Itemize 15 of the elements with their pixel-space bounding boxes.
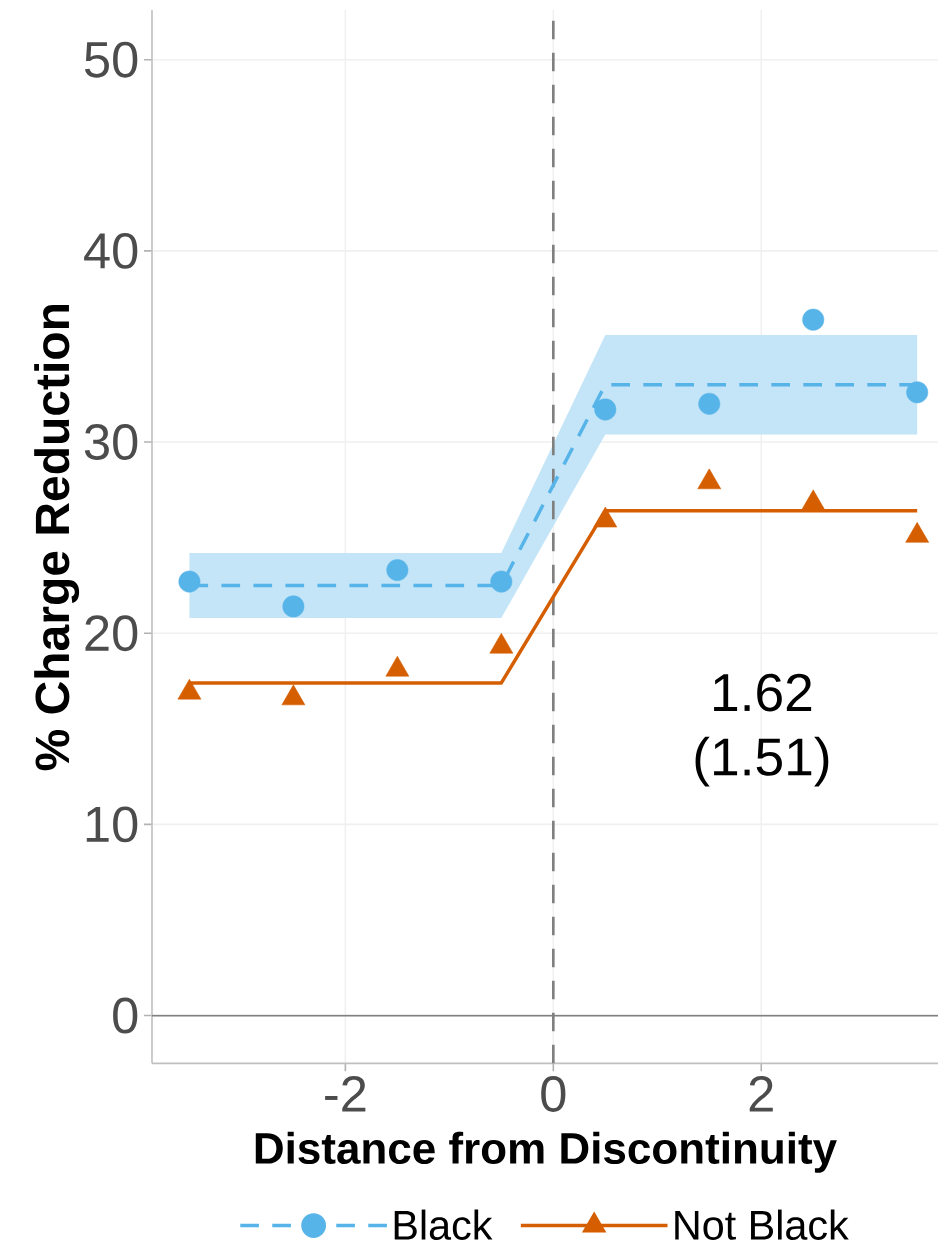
y-tick-label: 0 (113, 997, 138, 1034)
legend-label: Black (394, 1209, 493, 1240)
annotation: 1.62 (714, 673, 812, 712)
y-tick-label: 50 (84, 41, 138, 78)
y-tick-label: 40 (84, 232, 138, 269)
y-axis-title: % Charge Reduction (34, 304, 80, 771)
y-tick-label: 30 (84, 424, 138, 460)
x-tick-label: 2 (749, 1076, 773, 1112)
x-axis-title: Distance from Discontinuity (255, 1131, 837, 1173)
y-tick-label: 20 (85, 615, 138, 652)
annotation: (1.51) (695, 736, 829, 787)
legend-label: Not Black (675, 1209, 849, 1240)
y-tick-label: 10 (86, 806, 138, 843)
x-tick-label: -2 (325, 1076, 366, 1112)
x-tick-label: 0 (541, 1076, 566, 1112)
